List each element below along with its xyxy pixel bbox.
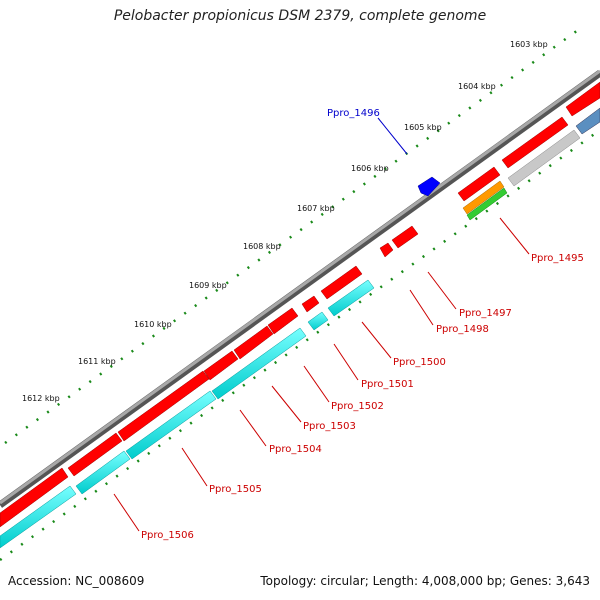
leader-line — [427, 271, 457, 310]
leader-line — [271, 385, 302, 423]
gene-label[interactable]: Ppro_1501 — [361, 379, 414, 390]
inner-tick-ring — [0, 128, 600, 562]
cds-arrow[interactable] — [320, 265, 363, 300]
cds-arrow[interactable] — [501, 116, 569, 169]
leader-line — [113, 493, 140, 532]
feature-block[interactable] — [507, 129, 581, 187]
feature-block[interactable] — [327, 279, 375, 317]
gene-label[interactable]: Ppro_1506 — [141, 530, 194, 541]
kbp-label: 1610 kbp — [134, 320, 172, 329]
gene-label[interactable]: Ppro_1502 — [331, 401, 384, 412]
backbone-shadow — [0, 70, 600, 508]
leader-line-blue — [377, 117, 408, 155]
accession-text: Accession: NC_008609 — [8, 574, 145, 588]
cds-arrow[interactable] — [267, 307, 299, 335]
map-title: Pelobacter propionicus DSM 2379, complet… — [113, 8, 487, 24]
kbp-label: 1607 kbp — [297, 204, 335, 213]
leader-line — [303, 365, 330, 403]
feature-block[interactable] — [75, 450, 131, 495]
kbp-label: 1604 kbp — [458, 82, 496, 91]
feature-block[interactable] — [466, 187, 508, 221]
cds-arrow[interactable] — [379, 242, 394, 258]
kbp-label: 1609 kbp — [189, 281, 227, 290]
kbp-label: 1606 kbp — [351, 164, 389, 173]
backbone — [0, 69, 600, 505]
gene-label[interactable]: Ppro_1504 — [269, 444, 322, 455]
gene-label[interactable]: Ppro_1503 — [303, 421, 356, 432]
feature-block[interactable] — [575, 107, 600, 135]
feature-block[interactable] — [462, 180, 505, 215]
cds-arrow[interactable] — [67, 432, 123, 477]
cds-arrow-blue[interactable] — [417, 176, 441, 197]
kbp-label: 1608 kbp — [243, 242, 281, 251]
cds-arrow[interactable] — [457, 166, 501, 202]
cds-arrow[interactable] — [203, 350, 239, 381]
leader-line — [239, 409, 267, 447]
cds-arrow[interactable] — [233, 325, 274, 360]
cds-arrow[interactable] — [0, 467, 69, 528]
kbp-label: 1612 kbp — [22, 394, 60, 403]
leader-line — [409, 289, 434, 326]
feature-block[interactable] — [307, 311, 329, 331]
leader-line — [361, 321, 392, 359]
cds-arrow[interactable] — [391, 225, 419, 249]
gene-label[interactable]: Ppro_1505 — [209, 484, 262, 495]
leader-line — [181, 447, 208, 487]
cds-arrow[interactable] — [301, 295, 320, 313]
genome-summary-text: Topology: circular; Length: 4,008,000 bp… — [260, 574, 590, 588]
gene-label-blue[interactable]: Ppro_1496 — [327, 108, 380, 119]
leader-line — [499, 217, 530, 255]
gene-label[interactable]: Ppro_1497 — [459, 308, 512, 319]
cds-arrow[interactable] — [117, 370, 210, 442]
feature-block[interactable] — [125, 390, 217, 460]
gene-label[interactable]: Ppro_1498 — [436, 324, 489, 335]
kbp-label: 1603 kbp — [510, 40, 548, 49]
gene-label[interactable]: Ppro_1495 — [531, 253, 584, 264]
outer-tick-ring — [4, 23, 586, 445]
leader-line — [333, 343, 359, 381]
kbp-label: 1605 kbp — [404, 123, 442, 132]
cds-arrow[interactable] — [565, 81, 600, 117]
feature-block[interactable] — [211, 327, 307, 400]
kbp-label: 1611 kbp — [78, 357, 116, 366]
feature-block[interactable] — [0, 485, 77, 549]
gene-label[interactable]: Ppro_1500 — [393, 357, 446, 368]
